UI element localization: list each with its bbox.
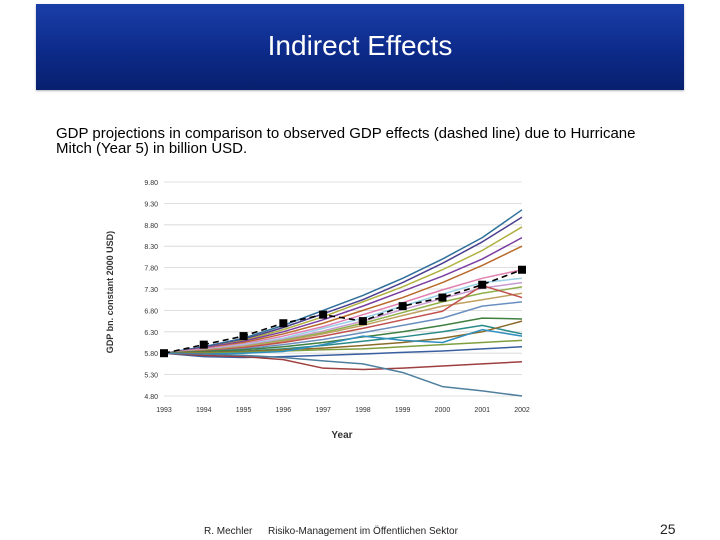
- chart-grid: [164, 181, 522, 397]
- gdp-line-chart: 9.80 9.30 8.80 8.30 7.80 7.30 6.80 6.30 5.80 5.30…: [105, 180, 530, 441]
- observed-line: [160, 265, 526, 358]
- x-tick-label: 1994: [196, 407, 212, 414]
- x-tick-label: 2002: [514, 407, 530, 414]
- projection-line: [163, 269, 523, 354]
- projection-line: [163, 236, 523, 354]
- x-axis-label: Year: [331, 430, 352, 441]
- x-tick-label: 1999: [395, 407, 411, 414]
- observed-point-marker: [319, 310, 328, 319]
- footer-author: R. Mechler: [204, 526, 253, 537]
- slide-title: Indirect Effects: [267, 30, 453, 61]
- x-tick-labels: 1993 1994 1995 1996 1997 1998 1999 2000 2001 2002: [156, 407, 530, 414]
- y-tick-label: 9.30: [144, 201, 158, 208]
- y-tick-label: 8.80: [144, 223, 158, 230]
- observed-gdp-dashed-line: [163, 268, 523, 354]
- x-tick-label: 2000: [435, 407, 451, 414]
- projection-line: [163, 328, 523, 355]
- observed-point-marker: [239, 332, 248, 341]
- x-tick-label: 2001: [474, 407, 490, 414]
- projection-line: [163, 245, 523, 354]
- page-number: 25: [660, 521, 676, 537]
- projection-line: [163, 346, 523, 359]
- observed-point-marker: [199, 340, 208, 349]
- projection-line: [163, 352, 523, 397]
- y-tick-label: 4.80: [144, 394, 158, 401]
- y-tick-label: 6.80: [144, 308, 158, 315]
- observed-point-marker: [398, 302, 407, 311]
- projection-line: [163, 284, 523, 354]
- x-tick-label: 1997: [315, 407, 331, 414]
- y-tick-label: 7.80: [144, 266, 158, 273]
- gdp-chart: 9.80 9.30 8.80 8.30 7.80 7.30 6.80 6.30 5.80 5.30…: [92, 168, 542, 454]
- projection-lines: [163, 209, 523, 397]
- observed-point-marker: [358, 317, 367, 326]
- observed-point-marker: [279, 319, 288, 328]
- x-tick-label: 1998: [355, 407, 371, 414]
- y-tick-label: 6.30: [144, 330, 158, 337]
- slide-title-bar: Indirect Effects: [36, 4, 684, 90]
- projection-line: [163, 352, 523, 371]
- y-tick-label: 5.30: [144, 373, 158, 380]
- projection-line: [163, 320, 523, 354]
- y-axis-label: GDP bn. constant 2000 USD): [105, 231, 115, 353]
- footer-course: Risiko-Management im Öffentlichen Sektor: [268, 526, 458, 537]
- chart-caption: GDP projections in comparison to observe…: [56, 125, 636, 157]
- observed-point-marker: [478, 280, 487, 289]
- y-tick-label: 9.80: [144, 180, 158, 187]
- projection-line: [163, 209, 523, 354]
- y-tick-label: 5.80: [144, 351, 158, 358]
- x-tick-label: 1996: [276, 407, 292, 414]
- y-tick-label: 7.30: [144, 287, 158, 294]
- y-tick-labels: 9.80 9.30 8.80 8.30 7.80 7.30 6.80 6.30 5.80 5.30…: [144, 180, 158, 401]
- observed-point-marker: [160, 349, 168, 358]
- x-tick-label: 1993: [156, 407, 172, 414]
- x-tick-label: 1995: [236, 407, 252, 414]
- observed-point-marker: [518, 265, 526, 274]
- projection-line: [164, 339, 523, 354]
- observed-point-marker: [438, 293, 447, 302]
- y-tick-label: 8.30: [144, 244, 158, 251]
